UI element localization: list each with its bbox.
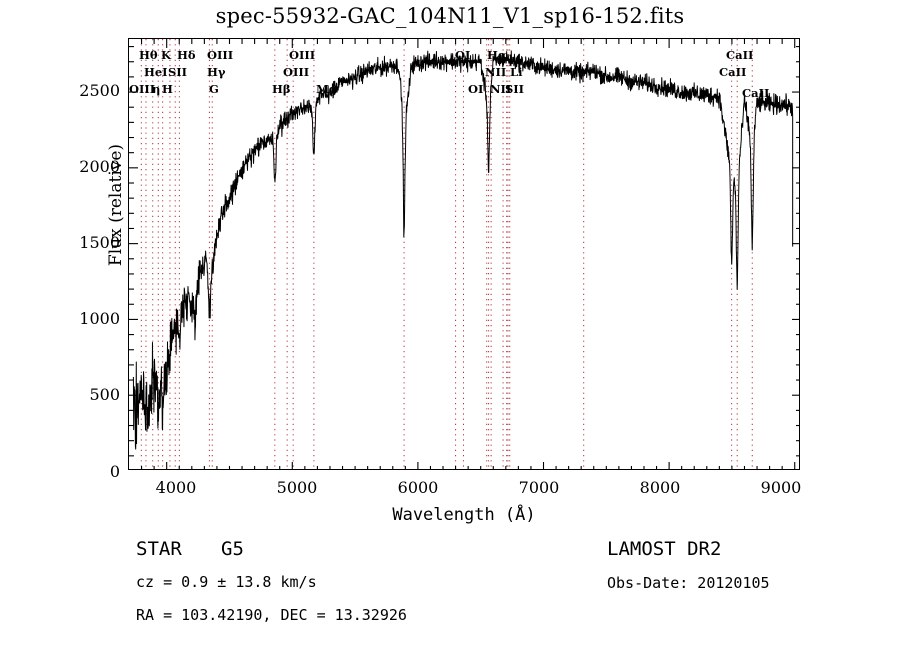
x-tick-label-8000: 8000 xyxy=(639,478,681,497)
footer-survey: LAMOST DR2 xyxy=(607,538,722,560)
spectral-line-label: CaII xyxy=(742,86,770,100)
spectral-line-label: Hβ xyxy=(272,82,291,96)
spectral-line-label: η xyxy=(152,82,161,96)
spectral-line-label: G xyxy=(209,82,219,96)
x-tick-label-5000: 5000 xyxy=(276,478,318,497)
spectral-line-label: Hα xyxy=(487,48,507,62)
plot-inner xyxy=(129,39,799,469)
spectral-line-label: NII xyxy=(490,82,512,96)
spectral-line-label: K xyxy=(161,48,171,62)
spectral-line-label: OIII xyxy=(283,65,310,79)
spectral-line-label: Hθ xyxy=(139,48,158,62)
plot-area xyxy=(128,38,800,470)
y-tick-label-1000: 1000 xyxy=(79,309,120,328)
footer-cz: cz = 0.9 ± 13.8 km/s xyxy=(136,573,317,591)
spectral-line-label: HeI xyxy=(144,65,168,79)
spectral-line-label: H xyxy=(162,82,173,96)
spectral-line-label: OI xyxy=(455,48,471,62)
page-title: spec-55932-GAC_104N11_V1_sp16-152.fits xyxy=(215,4,685,28)
x-tick-label-4000: 4000 xyxy=(155,478,197,497)
spectral-line-label: OI xyxy=(468,82,484,96)
y-tick-label-2000: 2000 xyxy=(79,157,120,176)
y-tick-label-0: 0 xyxy=(109,462,120,481)
spectral-line-label: OIII xyxy=(207,48,234,62)
spectral-line-label: OIII xyxy=(289,48,316,62)
spectral-line-label: SII xyxy=(505,82,525,96)
footer-object-type: STAR xyxy=(136,538,182,560)
spectral-line-label: SII xyxy=(168,65,188,79)
footer-spectral-class: G5 xyxy=(221,538,244,560)
y-tick-label-1500: 1500 xyxy=(79,233,120,252)
spectrum-svg xyxy=(129,39,799,469)
spectral-line-label: Mg xyxy=(316,82,337,96)
y-tick-label-500: 500 xyxy=(89,385,120,404)
spectral-line-label: CaII xyxy=(719,65,747,79)
spectrum-trace xyxy=(132,50,794,450)
spectral-line-label: NII xyxy=(485,65,507,79)
spectral-line-label: Li xyxy=(510,65,523,79)
axis-tick-marks xyxy=(129,39,799,469)
y-axis-label: Flux (relative) xyxy=(106,143,126,267)
footer-obs-date: Obs-Date: 20120105 xyxy=(607,574,770,592)
spectral-line-label: CaII xyxy=(726,48,754,62)
y-tick-label-2500: 2500 xyxy=(79,81,120,100)
x-tick-label-9000: 9000 xyxy=(760,478,802,497)
footer-coords: RA = 103.42190, DEC = 13.32926 xyxy=(136,606,407,624)
x-axis-label: Wavelength (Å) xyxy=(392,505,536,525)
x-tick-label-6000: 6000 xyxy=(397,478,439,497)
feature-gridlines xyxy=(140,39,753,469)
spectral-line-label: Hγ xyxy=(207,65,226,79)
spectral-line-label: OIII xyxy=(129,82,156,96)
x-tick-label-7000: 7000 xyxy=(518,478,560,497)
spectral-line-label: Hδ xyxy=(177,48,196,62)
